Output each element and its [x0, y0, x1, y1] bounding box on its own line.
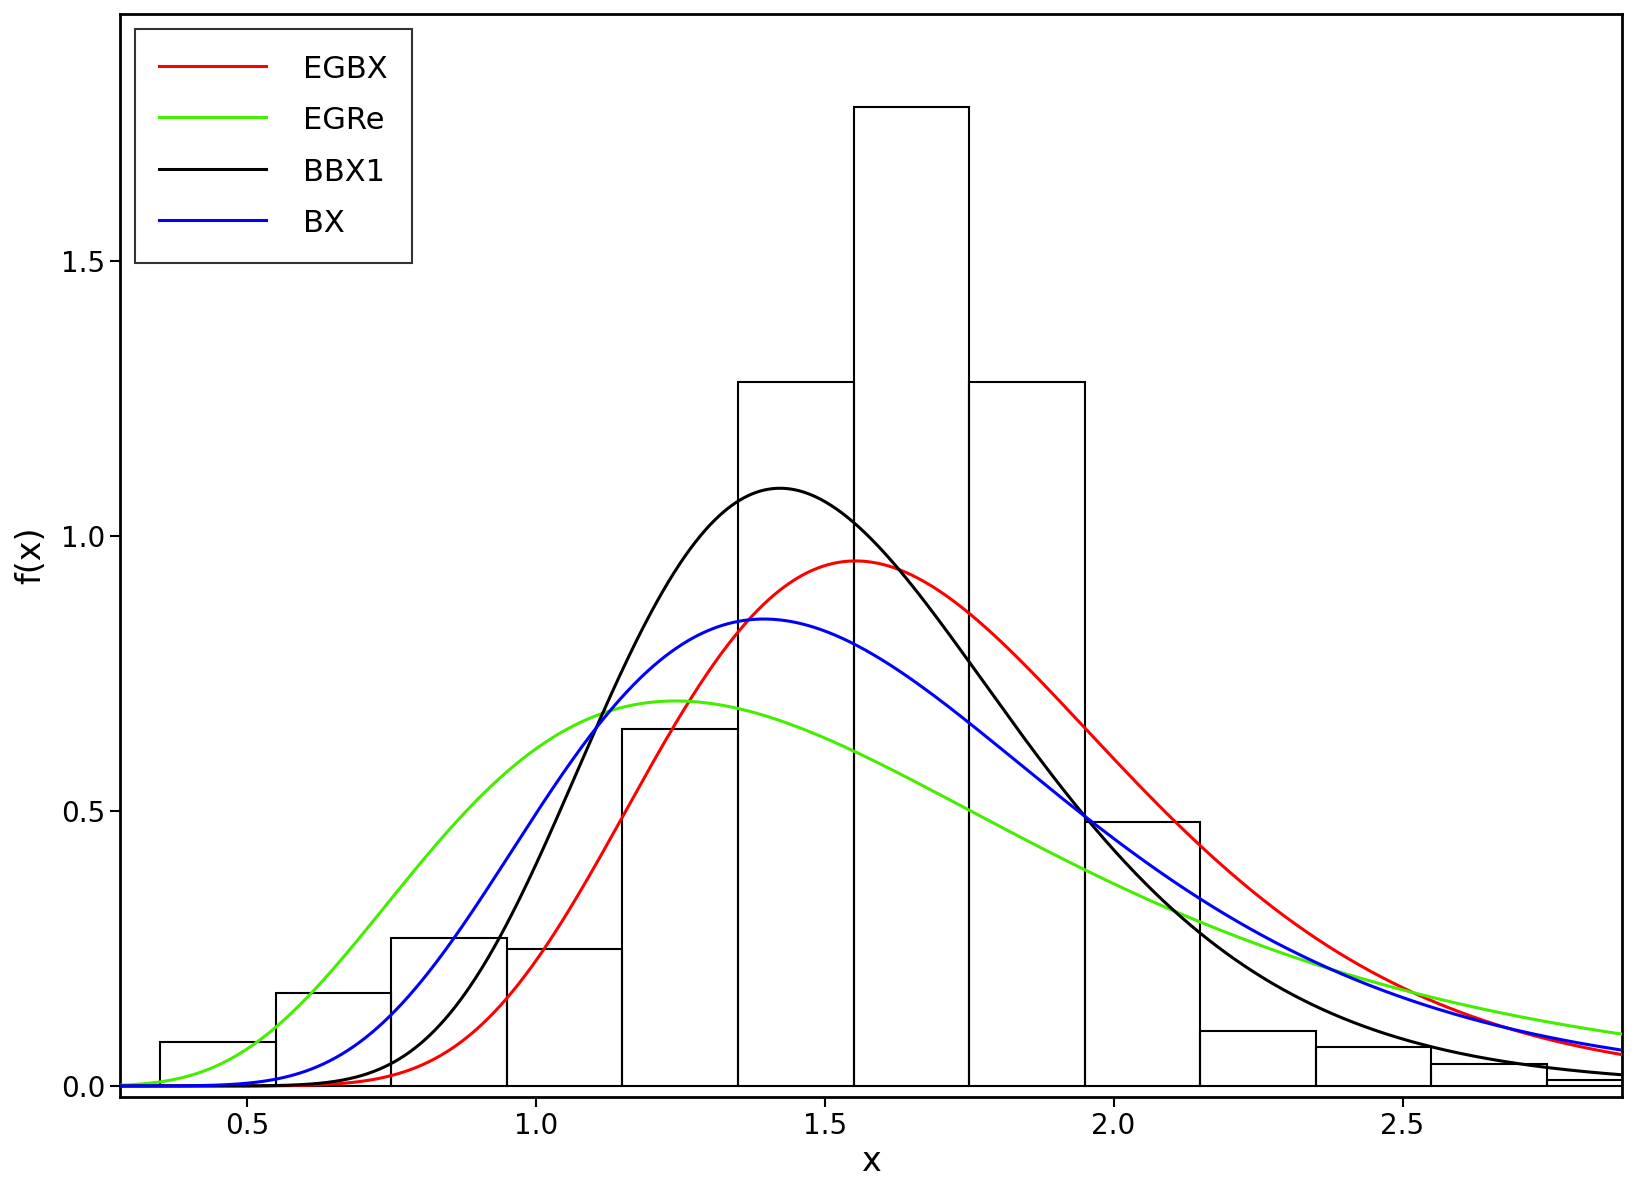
EGRe: [666, 694, 685, 708]
Line: BX: BX: [0, 619, 1636, 1086]
Bar: [1432, 1064, 1548, 1086]
BBX1: [895, 569, 915, 583]
EGBX: [895, 565, 915, 579]
Bar: [1201, 1031, 1315, 1086]
Bar: [854, 107, 969, 1086]
Bar: [507, 949, 622, 1086]
Legend: EGBX, EGRe, BBX1, BX: EGBX, EGRe, BBX1, BX: [136, 29, 412, 262]
EGBX: [846, 554, 865, 569]
BBX1: [947, 638, 967, 652]
BX: [947, 707, 967, 721]
Bar: [391, 938, 507, 1086]
BBX1: [1548, 1062, 1567, 1076]
Bar: [160, 1042, 276, 1086]
BX: [754, 611, 774, 626]
X-axis label: x: x: [861, 1146, 880, 1178]
Line: BBX1: BBX1: [0, 489, 1636, 1086]
BX: [1548, 1032, 1567, 1047]
Bar: [738, 383, 854, 1086]
BBX1: [79, 1079, 98, 1093]
BX: [79, 1079, 98, 1093]
Bar: [1085, 822, 1201, 1086]
Y-axis label: f(x): f(x): [13, 527, 47, 584]
BX: [895, 668, 915, 682]
Line: EGRe: EGRe: [0, 701, 1636, 1086]
BBX1: [771, 482, 790, 496]
EGBX: [1548, 1035, 1567, 1049]
EGRe: [1548, 1017, 1567, 1031]
Bar: [276, 993, 391, 1086]
EGRe: [947, 796, 967, 811]
EGRe: [895, 769, 915, 783]
Bar: [1548, 1080, 1636, 1086]
Bar: [1315, 1048, 1432, 1086]
Bar: [969, 383, 1085, 1086]
Bar: [622, 728, 738, 1086]
EGRe: [79, 1079, 98, 1093]
EGBX: [947, 597, 967, 611]
Line: EGBX: EGBX: [0, 561, 1636, 1086]
EGBX: [79, 1079, 98, 1093]
